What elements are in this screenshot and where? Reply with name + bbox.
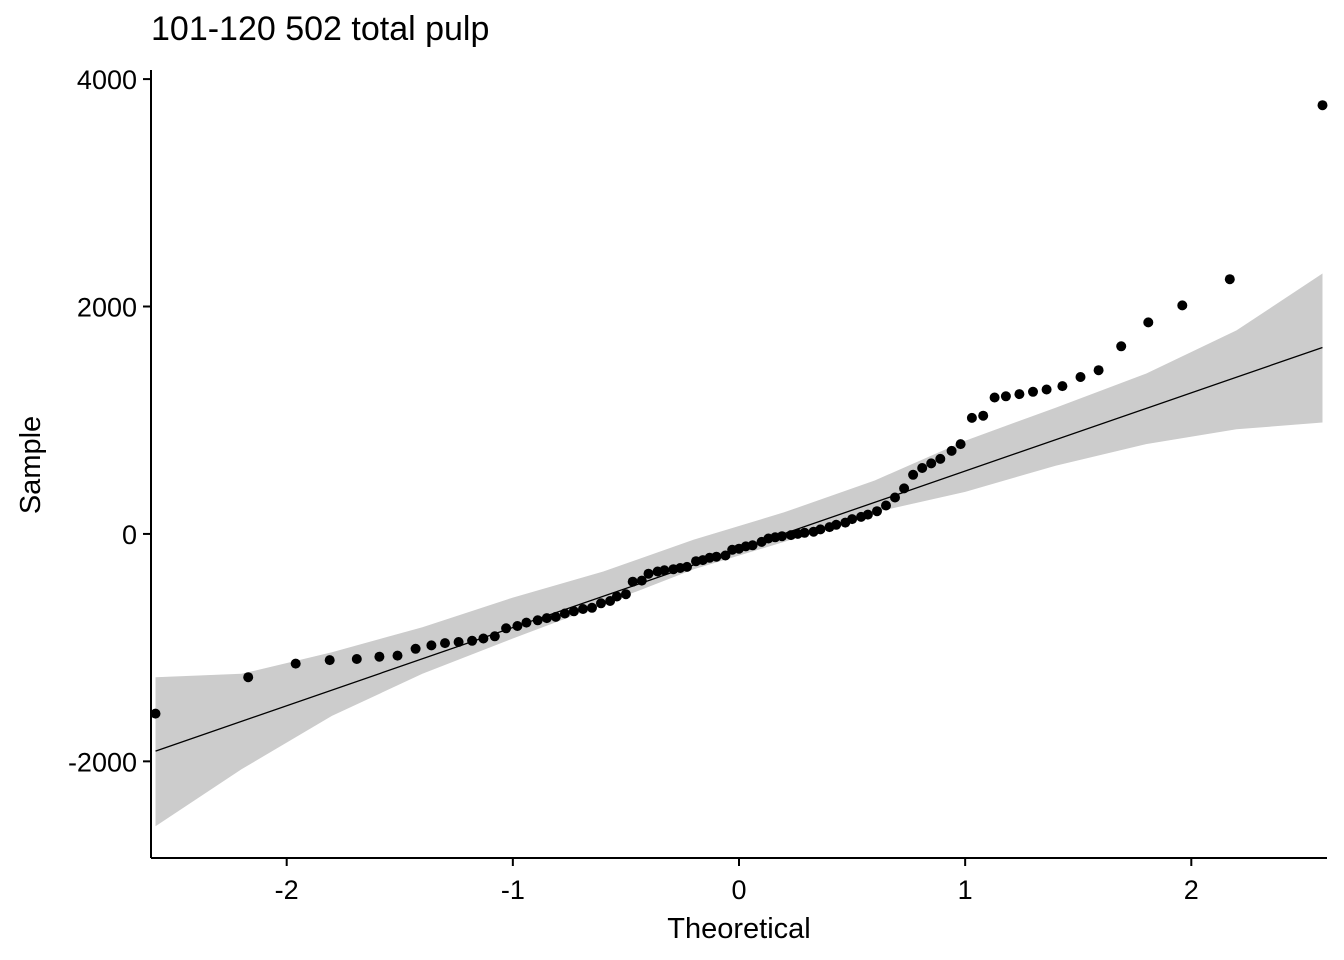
data-point (777, 531, 787, 542)
x-tick-label: -2 (275, 875, 299, 905)
data-point (926, 458, 937, 469)
y-tick-label: 2000 (77, 293, 137, 323)
data-point (596, 598, 606, 609)
data-point (1177, 300, 1188, 311)
data-point (978, 410, 989, 421)
data-point (374, 651, 385, 662)
data-point (659, 565, 670, 576)
data-point (541, 613, 552, 624)
data-point (881, 500, 891, 511)
x-axis-title: Theoretical (667, 913, 810, 945)
data-point (150, 708, 161, 719)
y-axis-title: Sample (15, 416, 47, 514)
data-point (587, 602, 597, 613)
data-point (966, 412, 977, 423)
data-point (711, 551, 722, 562)
data-point (440, 638, 450, 649)
data-point (890, 492, 900, 503)
data-point (426, 640, 437, 651)
data-point (478, 633, 489, 644)
data-point (908, 469, 919, 480)
data-point (512, 621, 523, 631)
data-point (946, 445, 957, 456)
data-point (1000, 391, 1011, 402)
data-point (410, 643, 421, 654)
data-point (1014, 389, 1025, 400)
data-point (290, 658, 301, 669)
data-point (489, 631, 500, 642)
data-point (532, 615, 543, 626)
data-point (862, 509, 873, 520)
data-point (243, 672, 254, 683)
data-point (955, 439, 966, 450)
data-point (1093, 365, 1104, 376)
data-point (847, 514, 858, 525)
data-point (578, 604, 588, 614)
data-point (392, 650, 403, 661)
data-point (799, 527, 810, 538)
data-point (872, 506, 882, 517)
data-point (550, 611, 561, 622)
data-point (1143, 317, 1154, 328)
data-point (627, 576, 638, 587)
axes-layer: -2 -1 0 1 2 -2000 0 2000 4000 (68, 65, 1327, 905)
data-point (501, 623, 512, 634)
data-point (989, 392, 1000, 403)
x-tick-label: -1 (501, 875, 525, 905)
data-point (620, 589, 631, 600)
data-point (682, 561, 692, 572)
data-point (1057, 381, 1068, 392)
data-point (559, 608, 570, 619)
y-tick-label: 4000 (77, 65, 137, 95)
data-point (636, 575, 647, 586)
data-point (917, 463, 928, 473)
data-point (831, 519, 842, 530)
y-tick-label: -2000 (68, 747, 137, 777)
data-point (815, 524, 826, 535)
data-point (1075, 372, 1086, 382)
x-tick-label: 0 (731, 875, 746, 905)
data-point (521, 617, 532, 628)
data-point (453, 637, 464, 647)
data-point (467, 635, 478, 646)
points-layer (150, 100, 1328, 719)
data-point (720, 550, 731, 561)
data-point (1116, 341, 1127, 352)
data-point (1317, 100, 1328, 111)
x-tick-label: 2 (1184, 875, 1199, 905)
data-point (324, 655, 335, 666)
data-point (1224, 274, 1235, 285)
data-point (747, 540, 758, 551)
data-point (899, 483, 910, 494)
data-point (1028, 386, 1038, 397)
data-point (611, 591, 622, 602)
y-tick-label: 0 (122, 520, 137, 550)
data-point (351, 654, 362, 664)
data-point (643, 568, 654, 579)
chart-title: 101-120 502 total pulp (151, 10, 490, 48)
x-tick-label: 1 (958, 875, 973, 905)
data-point (935, 453, 946, 464)
data-point (568, 606, 579, 617)
data-point (1041, 384, 1052, 395)
